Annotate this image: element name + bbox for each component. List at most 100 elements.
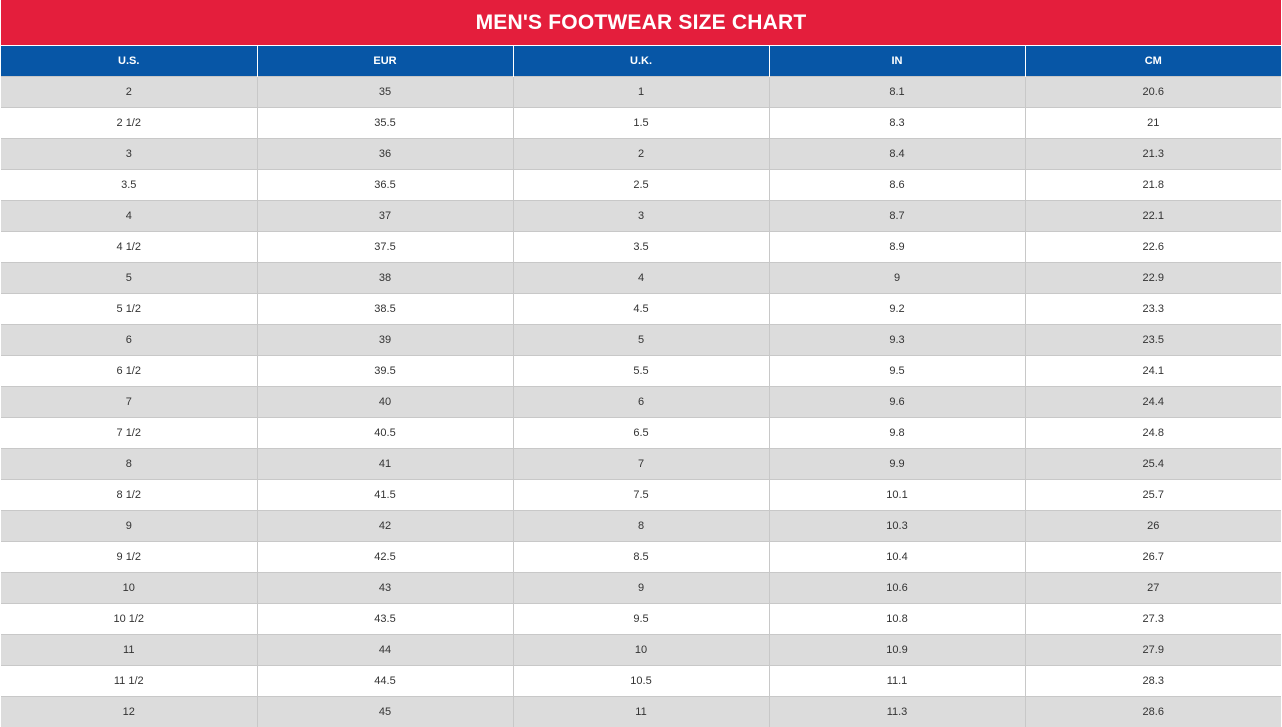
cell-eur: 37.5 — [257, 232, 513, 263]
cell-in: 8.7 — [769, 201, 1025, 232]
cell-us: 8 — [1, 449, 257, 480]
cell-uk: 6 — [513, 387, 769, 418]
cell-uk: 1 — [513, 77, 769, 108]
cell-uk: 6.5 — [513, 418, 769, 449]
cell-eur: 38 — [257, 263, 513, 294]
cell-us: 3 — [1, 139, 257, 170]
cell-in: 9.8 — [769, 418, 1025, 449]
cell-cm: 24.8 — [1025, 418, 1281, 449]
cell-cm: 28.6 — [1025, 697, 1281, 727]
cell-cm: 26 — [1025, 511, 1281, 542]
cell-in: 9 — [769, 263, 1025, 294]
cell-eur: 37 — [257, 201, 513, 232]
cell-eur: 40.5 — [257, 418, 513, 449]
column-header-us: U.S. — [1, 46, 257, 77]
cell-uk: 7 — [513, 449, 769, 480]
cell-uk: 4 — [513, 263, 769, 294]
cell-in: 8.3 — [769, 108, 1025, 139]
column-header-cm: CM — [1025, 46, 1281, 77]
cell-in: 10.8 — [769, 604, 1025, 635]
cell-us: 11 — [1, 635, 257, 666]
cell-in: 10.9 — [769, 635, 1025, 666]
cell-eur: 43.5 — [257, 604, 513, 635]
cell-eur: 42 — [257, 511, 513, 542]
cell-us: 7 1/2 — [1, 418, 257, 449]
cell-uk: 10.5 — [513, 666, 769, 697]
cell-uk: 3 — [513, 201, 769, 232]
cell-eur: 38.5 — [257, 294, 513, 325]
cell-in: 9.3 — [769, 325, 1025, 356]
cell-cm: 22.1 — [1025, 201, 1281, 232]
cell-cm: 22.6 — [1025, 232, 1281, 263]
cell-in: 9.2 — [769, 294, 1025, 325]
cell-uk: 1.5 — [513, 108, 769, 139]
cell-cm: 21.3 — [1025, 139, 1281, 170]
cell-uk: 3.5 — [513, 232, 769, 263]
column-header-in: IN — [769, 46, 1025, 77]
cell-uk: 7.5 — [513, 480, 769, 511]
cell-us: 2 1/2 — [1, 108, 257, 139]
cell-eur: 36 — [257, 139, 513, 170]
cell-eur: 39.5 — [257, 356, 513, 387]
cell-cm: 21 — [1025, 108, 1281, 139]
cell-eur: 40 — [257, 387, 513, 418]
cell-in: 9.5 — [769, 356, 1025, 387]
cell-us: 11 1/2 — [1, 666, 257, 697]
cell-uk: 9 — [513, 573, 769, 604]
cell-us: 4 1/2 — [1, 232, 257, 263]
column-header-uk: U.K. — [513, 46, 769, 77]
cell-us: 3.5 — [1, 170, 257, 201]
cell-eur: 36.5 — [257, 170, 513, 201]
cell-cm: 25.4 — [1025, 449, 1281, 480]
cell-cm: 24.1 — [1025, 356, 1281, 387]
chart-title: MEN'S FOOTWEAR SIZE CHART — [1, 0, 1281, 45]
cell-cm: 25.7 — [1025, 480, 1281, 511]
cell-cm: 22.9 — [1025, 263, 1281, 294]
cell-uk: 11 — [513, 697, 769, 727]
cell-us: 10 1/2 — [1, 604, 257, 635]
cell-us: 8 1/2 — [1, 480, 257, 511]
cell-us: 6 1/2 — [1, 356, 257, 387]
cell-in: 10.4 — [769, 542, 1025, 573]
cell-eur: 42.5 — [257, 542, 513, 573]
cell-us: 4 — [1, 201, 257, 232]
cell-us: 9 1/2 — [1, 542, 257, 573]
cell-uk: 9.5 — [513, 604, 769, 635]
cell-cm: 21.8 — [1025, 170, 1281, 201]
cell-uk: 2.5 — [513, 170, 769, 201]
cell-cm: 20.6 — [1025, 77, 1281, 108]
cell-us: 12 — [1, 697, 257, 727]
cell-us: 5 1/2 — [1, 294, 257, 325]
cell-us: 9 — [1, 511, 257, 542]
cell-eur: 43 — [257, 573, 513, 604]
cell-eur: 44 — [257, 635, 513, 666]
cell-in: 8.6 — [769, 170, 1025, 201]
cell-eur: 35.5 — [257, 108, 513, 139]
cell-uk: 4.5 — [513, 294, 769, 325]
cell-uk: 5 — [513, 325, 769, 356]
cell-eur: 35 — [257, 77, 513, 108]
cell-us: 10 — [1, 573, 257, 604]
cell-cm: 23.3 — [1025, 294, 1281, 325]
cell-in: 11.1 — [769, 666, 1025, 697]
cell-eur: 44.5 — [257, 666, 513, 697]
cell-cm: 27.3 — [1025, 604, 1281, 635]
